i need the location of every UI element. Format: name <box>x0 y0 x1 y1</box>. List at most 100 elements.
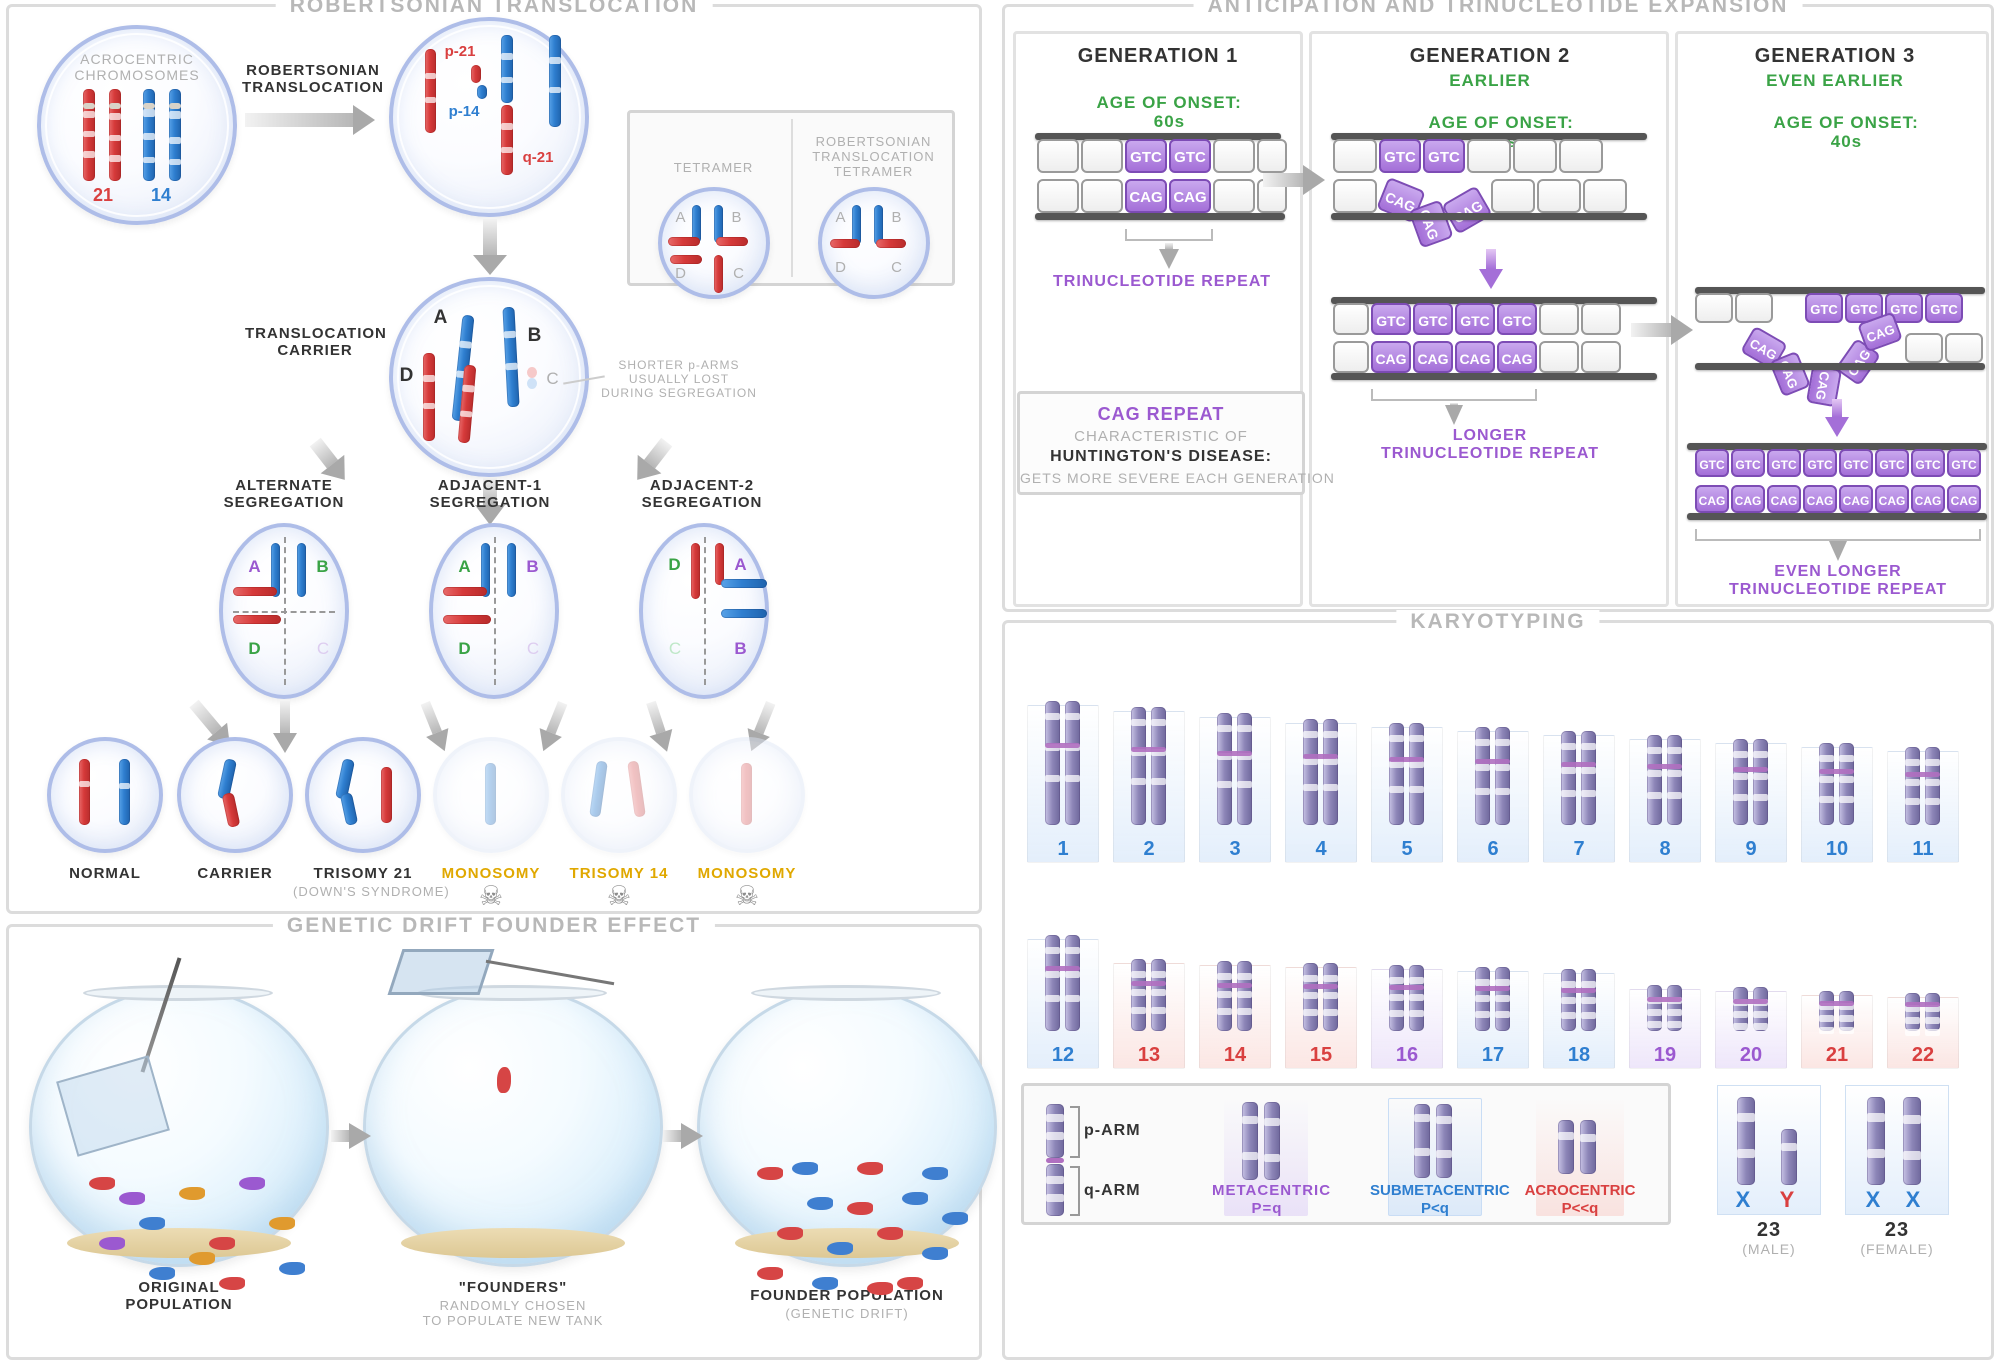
karyotype-tile-13[interactable]: 13 <box>1113 869 1185 1069</box>
bracket-q <box>1070 1166 1080 1216</box>
centromere <box>83 103 95 109</box>
chromosome-band <box>1667 1021 1682 1028</box>
karyotype-tile-6[interactable]: 6 <box>1457 663 1529 863</box>
codon-gtc: GTC <box>1911 449 1945 477</box>
codon-cag: CAG <box>1371 341 1411 373</box>
repeat-bracket <box>1125 229 1213 241</box>
chromosome-band <box>1819 775 1834 783</box>
karyotype-tile-10[interactable]: 10 <box>1801 663 1873 863</box>
karyotype-tile-16[interactable]: 16 <box>1371 869 1443 1069</box>
fishbowl-founder-population <box>697 987 997 1267</box>
generation-3-sub: EVEN EARLIER <box>1766 71 1904 90</box>
karyotype-tile-1[interactable]: 1 <box>1027 663 1099 863</box>
segregation-label-alternate: ALTERNATE SEGREGATION <box>223 477 345 512</box>
codon-gtc: GTC <box>1767 449 1801 477</box>
karyotype-tile-12[interactable]: 12 <box>1027 869 1099 1069</box>
codon-gtc: GTC <box>1803 449 1837 477</box>
chromosome-14a <box>143 89 155 181</box>
fish <box>847 1202 873 1215</box>
adj2-chr-d <box>691 543 700 599</box>
codon-cag: CAG <box>1455 341 1495 373</box>
outcome-label-monosomy-1: MONOSOMY <box>441 865 541 882</box>
codon-cag: CAG <box>1767 485 1801 513</box>
karyotype-tile-18[interactable]: 18 <box>1543 869 1615 1069</box>
chromosome-band <box>1237 973 1252 980</box>
type-label-metacentric: METACENTRIC <box>1212 1182 1332 1199</box>
karyotype-tile-20[interactable]: 20 <box>1715 869 1787 1069</box>
karyotype-number-13: 13 <box>1137 1044 1161 1066</box>
chromosome-band <box>1581 996 1596 1004</box>
karyotype-tile-4[interactable]: 4 <box>1285 663 1357 863</box>
panel-title-robertsonian: ROBERTSONIAN TRANSLOCATION <box>275 0 713 18</box>
karyotype-tile-3[interactable]: 3 <box>1199 663 1271 863</box>
chromosome-band <box>1389 1010 1404 1017</box>
karyotype-tile-2[interactable]: 2 <box>1113 663 1185 863</box>
dna-backbone-bottom <box>1695 363 1985 370</box>
chromosome-band <box>1475 979 1490 986</box>
label-chr-21: 21 <box>92 185 114 205</box>
adj1-mark-b: B <box>526 557 540 576</box>
dna-backbone-bottom <box>1331 213 1647 220</box>
sex-tile-bg-female <box>1845 1085 1949 1215</box>
chromosome-band <box>1667 792 1682 799</box>
chromosome-band <box>1389 993 1404 1001</box>
chromosome-band <box>1217 990 1232 998</box>
centromere <box>1389 756 1424 762</box>
sex-sub-male: (MALE) <box>1742 1241 1796 1257</box>
rt-mark-c: C <box>891 259 903 276</box>
karyotype-tile-21[interactable]: 21 <box>1801 869 1873 1069</box>
alt-mark-c: C <box>316 639 330 658</box>
karyotype-tile-7[interactable]: 7 <box>1543 663 1615 863</box>
alt-mark-b: B <box>316 557 330 576</box>
tetramer-mark-c: C <box>733 265 745 282</box>
chromosome-band <box>1839 775 1854 783</box>
chromatid <box>1131 959 1146 1031</box>
outcome-sub-trisomy21: (DOWN'S SYNDROME) <box>293 884 450 899</box>
karyotype-tile-11[interactable]: 11 <box>1887 663 1959 863</box>
chromosome-band <box>1647 1009 1662 1016</box>
karyotype-number-2: 2 <box>1143 838 1155 860</box>
fish <box>497 1067 511 1093</box>
chromosome-band <box>1065 713 1080 720</box>
chromatid <box>1389 965 1404 1031</box>
chromosome-band <box>1495 979 1510 986</box>
rt-chr-c <box>876 239 906 248</box>
karyotype-tile-bg <box>1887 751 1959 863</box>
chromatid <box>1217 713 1232 825</box>
rt-mark-b: B <box>891 209 903 226</box>
label-q21: q-21 <box>522 149 554 166</box>
arrow-repeat-gen1 <box>1159 243 1179 269</box>
adj1-chr-b <box>507 543 516 597</box>
chromosome-band <box>1237 753 1252 760</box>
karyotype-tile-15[interactable]: 15 <box>1285 869 1357 1069</box>
label-chr-14: 14 <box>150 185 172 205</box>
chromosome-band <box>1409 760 1424 768</box>
chromosome-band <box>1323 757 1338 765</box>
karyotype-number-22: 22 <box>1911 1044 1935 1066</box>
karyotype-tile-8[interactable]: 8 <box>1629 663 1701 863</box>
chromatid <box>1753 739 1768 825</box>
panel-title-anticipation: ANTICIPATION AND TRINUCLEOTIDE EXPANSION <box>1193 0 1803 18</box>
karyotype-number-10: 10 <box>1825 838 1849 860</box>
centromere <box>1819 769 1854 775</box>
chromosome-band <box>1667 1009 1682 1016</box>
cell-ring <box>397 285 581 469</box>
bowl-rim <box>751 985 941 1001</box>
generation-1-box <box>1013 31 1303 607</box>
chromosome-x-male <box>1737 1097 1755 1185</box>
karyotype-tile-9[interactable]: 9 <box>1715 663 1787 863</box>
onset-value: 60s <box>1153 112 1186 132</box>
chromatid <box>1581 731 1596 825</box>
centromere <box>1131 981 1166 987</box>
centromere <box>1561 987 1596 993</box>
skull-icon: ☠ <box>478 881 504 911</box>
karyotype-tile-19[interactable]: 19 <box>1629 869 1701 1069</box>
karyotype-tile-14[interactable]: 14 <box>1199 869 1271 1069</box>
dna-backbone-top <box>1035 133 1281 140</box>
karyotype-tile-5[interactable]: 5 <box>1371 663 1443 863</box>
karyotype-tile-17[interactable]: 17 <box>1457 869 1529 1069</box>
codon-gtc: GTC <box>1423 139 1465 173</box>
chromosome-band <box>1323 784 1338 791</box>
sex-letter-x-female-1: X <box>1865 1187 1881 1212</box>
karyotype-tile-22[interactable]: 22 <box>1887 869 1959 1069</box>
